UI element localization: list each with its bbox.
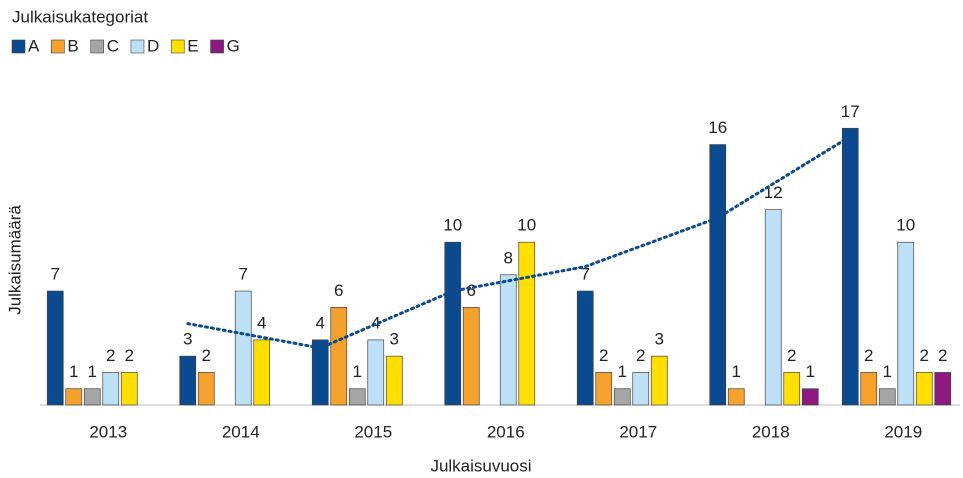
bar: [197, 372, 215, 406]
data-label: 4: [316, 313, 325, 332]
bar: [576, 290, 594, 406]
y-axis-title: Julkaisumäärä: [5, 205, 24, 315]
bar: [311, 339, 329, 406]
legend-label: B: [67, 36, 78, 55]
bar: [518, 241, 536, 406]
bar: [897, 241, 915, 406]
legend-title: Julkaisukategoriat: [12, 7, 148, 26]
data-label: 4: [257, 313, 266, 332]
bar: [234, 290, 252, 406]
legend-swatch: [210, 39, 224, 54]
data-label: 1: [88, 362, 97, 381]
bar: [841, 127, 859, 406]
x-tick-label: 2018: [752, 422, 790, 441]
bar: [915, 372, 933, 406]
data-label: 3: [390, 330, 399, 349]
x-axis-title: Julkaisuvuosi: [430, 456, 531, 475]
data-label: 12: [764, 183, 783, 202]
data-label: 2: [599, 346, 608, 365]
legend-swatch: [11, 39, 26, 54]
data-label: 2: [938, 346, 947, 365]
data-label: 10: [896, 216, 915, 235]
bar: [499, 274, 517, 406]
data-label: 2: [920, 346, 929, 365]
data-label: 1: [883, 362, 892, 381]
bar: [444, 241, 462, 406]
legend-swatch: [170, 39, 185, 54]
bar: [934, 372, 952, 406]
data-label: 2: [106, 346, 115, 365]
legend-label: D: [147, 36, 159, 55]
x-tick-label: 2013: [89, 422, 127, 441]
data-label: 16: [708, 118, 727, 137]
data-label: 2: [864, 346, 873, 365]
bar: [764, 209, 782, 406]
data-label: 1: [618, 362, 627, 381]
bar: [783, 372, 801, 406]
data-label: 7: [581, 265, 590, 284]
bar: [65, 388, 83, 406]
trendline: [186, 134, 852, 350]
data-label: 6: [334, 281, 343, 300]
data-label: 1: [732, 362, 741, 381]
data-label: 7: [239, 265, 248, 284]
bar: [801, 388, 819, 406]
x-tick-label: 2019: [884, 422, 922, 441]
x-tick-label: 2017: [619, 422, 657, 441]
data-label: 1: [806, 362, 815, 381]
data-label: 7: [51, 265, 60, 284]
bar: [330, 306, 348, 406]
bar: [102, 372, 120, 406]
data-label: 4: [371, 313, 380, 332]
bar: [462, 306, 480, 406]
bar: [83, 388, 101, 406]
legend-swatch: [90, 39, 104, 54]
bar: [367, 339, 385, 406]
data-label: 1: [353, 362, 362, 381]
data-label: 17: [841, 102, 860, 121]
data-label: 1: [69, 362, 78, 381]
bar: [632, 372, 650, 406]
bar: [727, 388, 745, 406]
bar: [120, 372, 138, 406]
data-label: 2: [202, 346, 211, 365]
legend-swatch: [51, 39, 65, 54]
data-label: 8: [504, 248, 513, 267]
x-tick-label: 2016: [487, 422, 525, 441]
data-label: 10: [443, 216, 462, 235]
bar: [860, 372, 878, 406]
data-label: 6: [467, 281, 476, 300]
bar: [46, 290, 64, 406]
bar: [348, 388, 366, 406]
bar: [709, 144, 727, 406]
bar: [179, 355, 197, 406]
legend-label: A: [28, 36, 40, 55]
legend-label: E: [187, 36, 198, 55]
data-label: 3: [655, 330, 664, 349]
bar: [595, 372, 613, 406]
data-label: 2: [787, 346, 796, 365]
data-label: 3: [183, 330, 192, 349]
bar: [650, 355, 668, 406]
data-label: 2: [636, 346, 645, 365]
data-label: 2: [125, 346, 134, 365]
legend-label: C: [107, 36, 119, 55]
bar: [385, 355, 403, 406]
bar: [613, 388, 631, 406]
bar: [253, 339, 271, 406]
x-tick-label: 2015: [354, 422, 392, 441]
data-label: 10: [517, 216, 536, 235]
x-tick-label: 2014: [222, 422, 260, 441]
legend-swatch: [130, 39, 145, 54]
legend-label: G: [227, 36, 240, 55]
bar: [878, 388, 896, 406]
